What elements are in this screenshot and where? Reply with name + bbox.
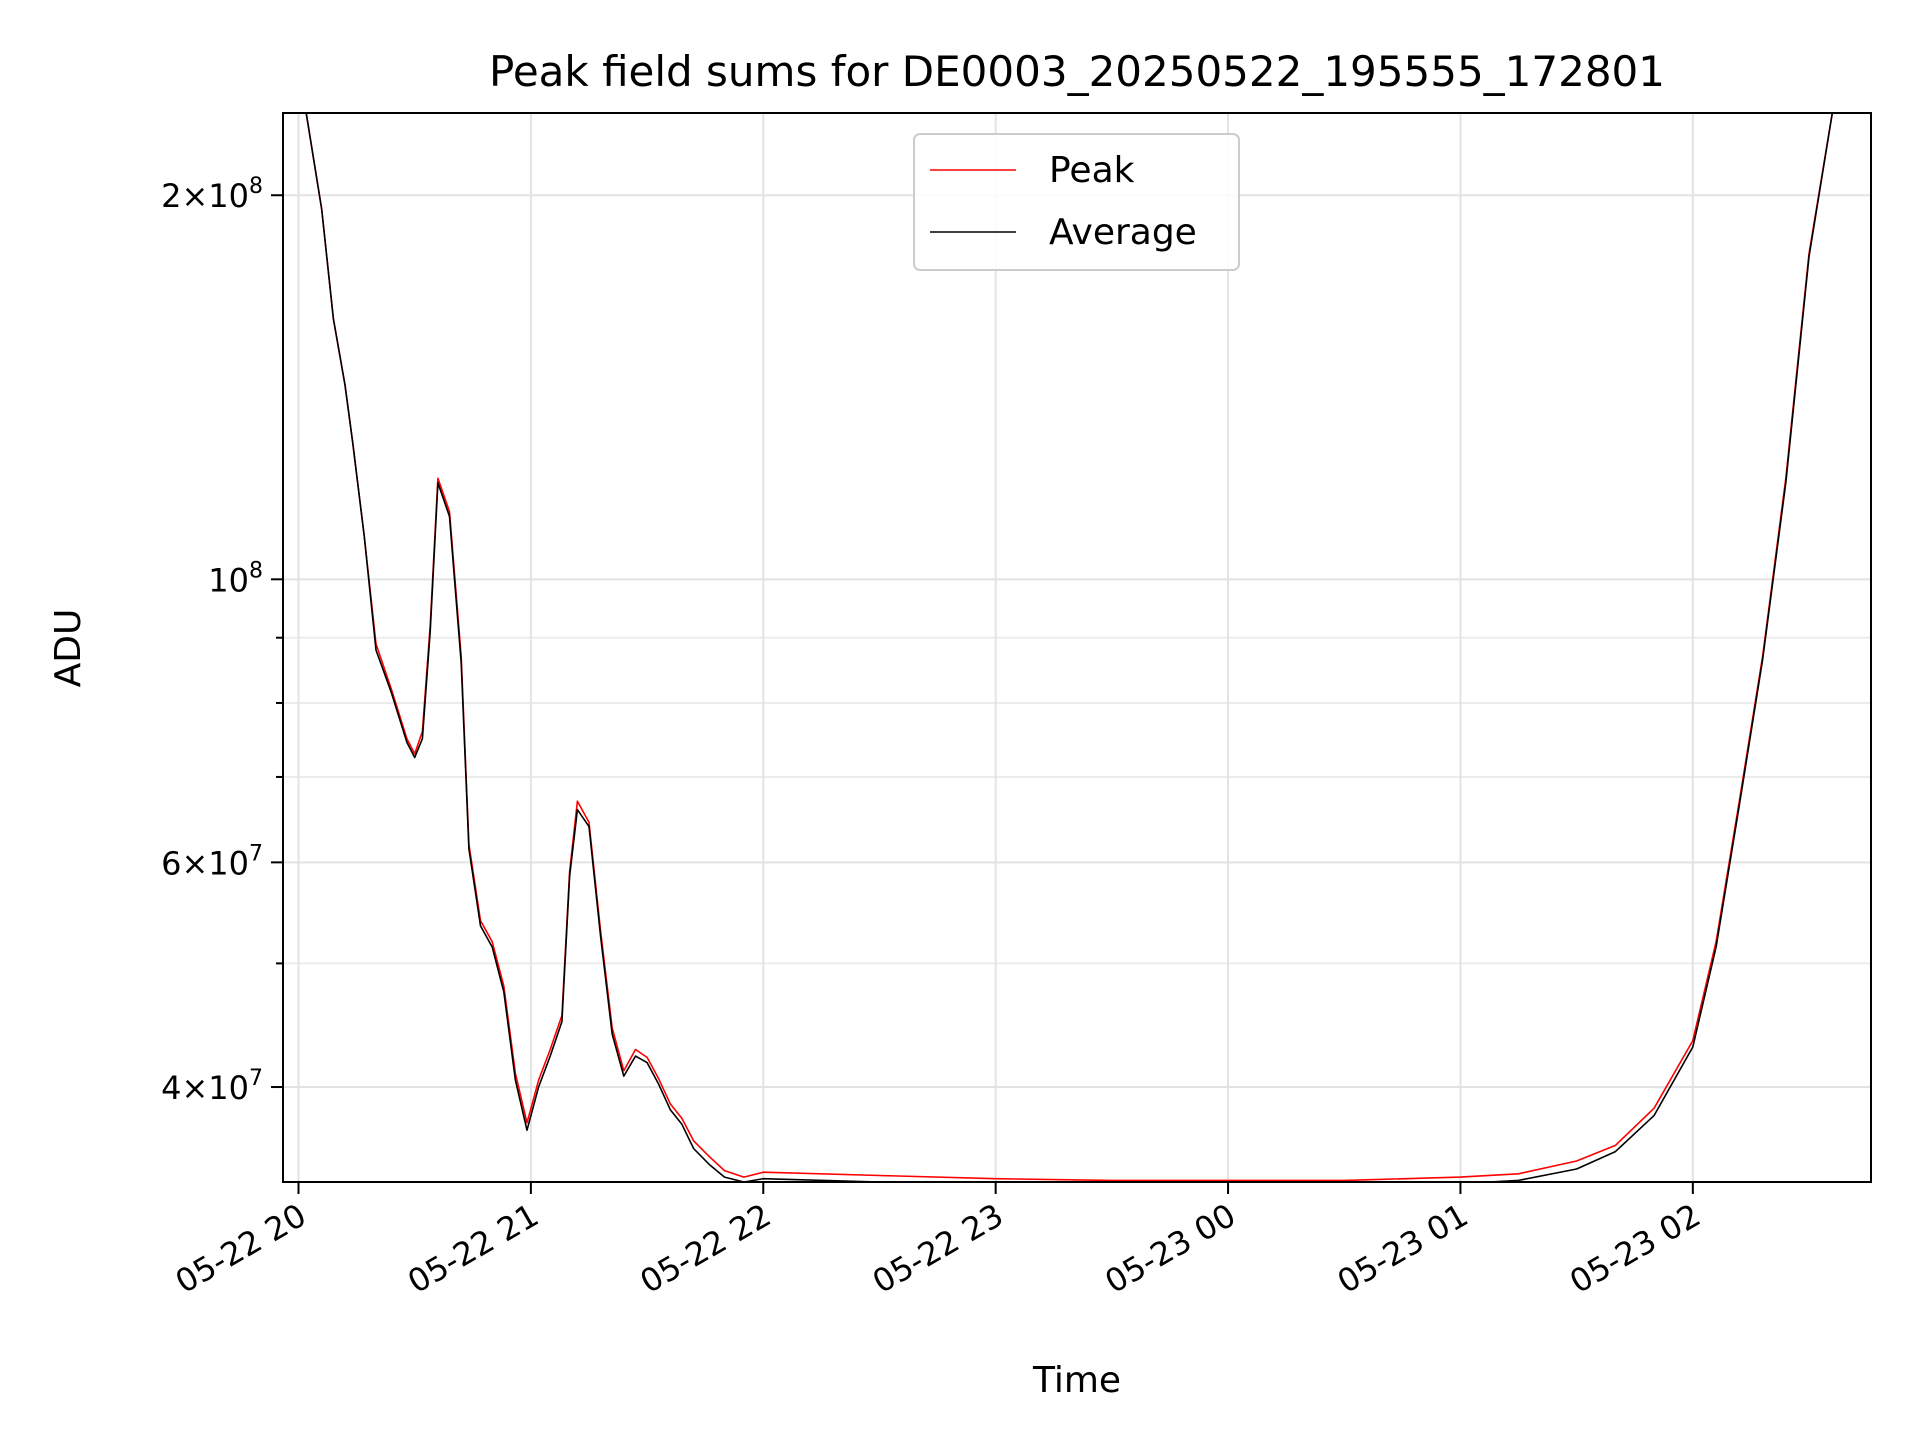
chart-title: Peak field sums for DE0003_20250522_1955… (489, 47, 1665, 96)
x-axis-label: Time (1032, 1360, 1121, 1401)
grid (283, 113, 1871, 1182)
legend-box (913, 133, 1240, 271)
legend-label-average: Average (1049, 212, 1197, 253)
y-tick-label-1: 6×107 (161, 841, 263, 882)
series-line-average (283, 113, 1834, 1182)
y-axis-label: ADU (48, 609, 89, 688)
plot-frame (282, 112, 1872, 1183)
series-lines (283, 113, 1834, 1182)
legend-label-peak: Peak (1049, 150, 1135, 191)
legend: Peak Average (913, 133, 1240, 271)
y-tick-label-0: 4×107 (161, 1066, 263, 1107)
y-axis: 4×107 6×107 108 2×108 (161, 174, 283, 1107)
y-tick-label-2: 108 (208, 558, 263, 599)
y-tick-label-3: 2×108 (161, 174, 263, 215)
